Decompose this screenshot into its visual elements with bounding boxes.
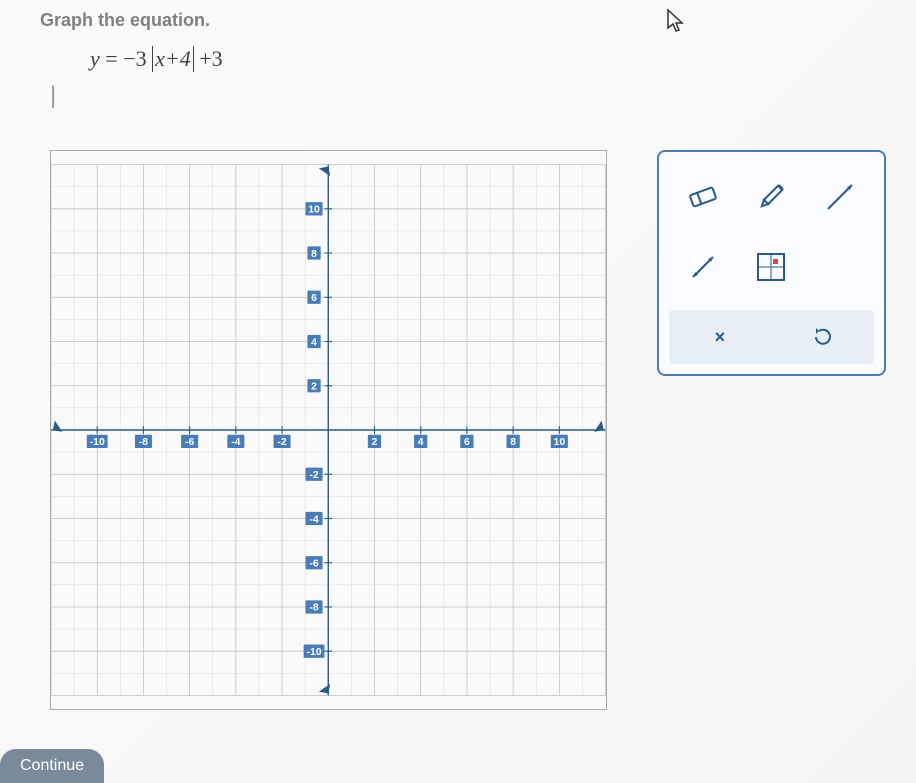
continue-button[interactable]: Continue: [0, 749, 104, 783]
close-button[interactable]: ×: [700, 322, 740, 352]
text-cursor: |: [50, 82, 886, 110]
svg-text:-4: -4: [231, 437, 240, 448]
svg-text:-10: -10: [90, 437, 105, 448]
close-icon: ×: [715, 327, 726, 348]
eraser-icon: [685, 183, 721, 211]
svg-text:-8: -8: [309, 603, 318, 614]
svg-text:4: 4: [311, 337, 317, 348]
toolbox-actions: ×: [669, 310, 874, 364]
plot-icon: [754, 250, 788, 284]
svg-text:6: 6: [464, 437, 470, 448]
svg-text:6: 6: [311, 293, 317, 304]
svg-text:-6: -6: [309, 559, 318, 570]
svg-text:8: 8: [311, 249, 317, 260]
plot-tool[interactable]: [746, 242, 796, 292]
svg-text:8: 8: [510, 437, 516, 448]
eraser-tool[interactable]: [678, 172, 728, 222]
svg-text:4: 4: [418, 437, 424, 448]
eq-lhs: y: [90, 46, 100, 71]
eq-const: +3: [199, 46, 222, 71]
svg-text:-6: -6: [185, 437, 194, 448]
line-icon: [822, 179, 858, 215]
graph-svg[interactable]: -10 -8 -6 -4 -2 2 4 6 8 10 10 8 6 4 2 -2 -4 -6 -8 -10: [51, 151, 606, 709]
reset-button[interactable]: [803, 322, 843, 352]
cursor-icon: [666, 8, 686, 34]
svg-text:2: 2: [372, 437, 378, 448]
svg-text:10: 10: [554, 437, 566, 448]
line-tool[interactable]: [815, 172, 865, 222]
svg-text:-2: -2: [277, 437, 286, 448]
svg-text:2: 2: [311, 382, 317, 393]
coordinate-graph[interactable]: -10 -8 -6 -4 -2 2 4 6 8 10 10 8 6 4 2 -2 -4 -6 -8 -10: [50, 150, 607, 710]
ray-tool[interactable]: [678, 242, 728, 292]
eq-equals: =: [105, 46, 117, 71]
svg-text:-8: -8: [139, 437, 148, 448]
eq-coeff: −3: [123, 46, 146, 71]
question-prompt: Graph the equation.: [40, 10, 886, 31]
eq-abs: x+4: [152, 46, 194, 72]
svg-text:-2: -2: [309, 470, 318, 481]
svg-text:10: 10: [308, 205, 320, 216]
equation-display: y = −3 x+4 +3: [90, 46, 886, 72]
ray-icon: [685, 249, 721, 285]
drawing-toolbox: ×: [657, 150, 886, 376]
pencil-icon: [754, 180, 788, 214]
svg-text:-10: -10: [307, 647, 322, 658]
reset-icon: [812, 326, 834, 348]
svg-text:-4: -4: [309, 514, 318, 525]
pencil-tool[interactable]: [746, 172, 796, 222]
